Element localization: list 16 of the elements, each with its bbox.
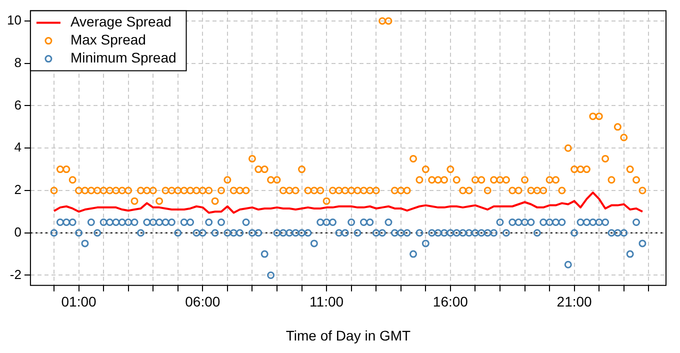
x-tick-label: 01:00	[61, 294, 96, 310]
x-axis-title: Time of Day in GMT	[286, 327, 412, 344]
y-tick-label: 6	[14, 97, 22, 112]
y-tick-label: 10	[6, 12, 22, 28]
y-tick-label: 2	[14, 182, 22, 198]
x-tick-label: 16:00	[432, 294, 468, 310]
y-tick-label: 4	[14, 140, 22, 155]
y-tick-label: 8	[14, 54, 22, 70]
legend-label: Minimum Spread	[70, 50, 176, 66]
legend-label: Max Spread	[70, 32, 146, 48]
y-tick-label: 0	[14, 224, 22, 240]
legend-label: Average Spread	[70, 14, 172, 30]
x-tick-label: 21:00	[556, 294, 592, 310]
y-tick-label: -2	[10, 266, 22, 282]
x-tick-label: 11:00	[310, 294, 344, 310]
x-tick-label: 06:00	[185, 294, 220, 310]
